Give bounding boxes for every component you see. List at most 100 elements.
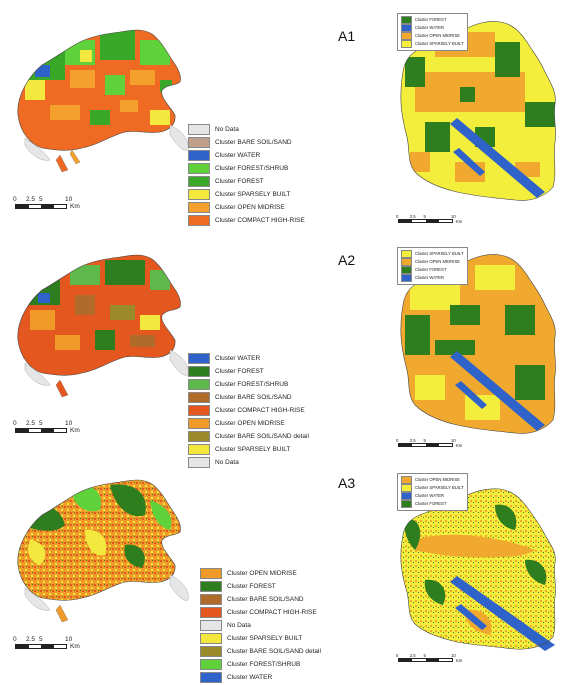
scale-tick-label: 5 bbox=[423, 653, 426, 658]
a2-panel-label: A2 bbox=[338, 252, 356, 268]
legend-label: Cluster WATER bbox=[415, 25, 445, 30]
scale-unit: Km bbox=[456, 658, 463, 663]
a1-left-grid bbox=[17, 30, 181, 151]
legend-label: No Data bbox=[215, 459, 239, 466]
legend-swatch bbox=[188, 379, 210, 390]
scale-tick-label: 0 bbox=[396, 438, 399, 443]
legend-label: Cluster COMPACT HIGH-RISE bbox=[215, 217, 305, 224]
legend-label: Cluster COMPACT HIGH-RISE bbox=[215, 407, 305, 414]
scale-tick-label: 2.5 bbox=[26, 196, 36, 203]
a3-right-legend: Cluster OPEN MIDRISE Cluster SPARSELY BUI… bbox=[397, 473, 468, 511]
a1-right-map bbox=[400, 20, 557, 201]
scale-tick-label: 5 bbox=[39, 636, 43, 643]
legend-item: Cluster FOREST/SHRUB bbox=[200, 659, 321, 670]
legend-item: Cluster WATER bbox=[401, 273, 464, 282]
legend-swatch bbox=[200, 659, 222, 670]
legend-item: Cluster SPARSELY BUILT bbox=[401, 39, 464, 48]
legend-swatch bbox=[401, 499, 412, 508]
legend-swatch bbox=[188, 137, 210, 148]
legend-swatch bbox=[188, 431, 210, 442]
legend-label: Cluster BARE SOIL/SAND bbox=[215, 139, 292, 146]
legend-label: Cluster FOREST bbox=[215, 368, 264, 375]
legend-item: Cluster SPARSELY BUILT bbox=[188, 444, 309, 455]
scale-tick-label: 10 bbox=[65, 196, 73, 203]
scale-tick-label: 10 bbox=[65, 636, 73, 643]
legend-swatch bbox=[401, 249, 412, 258]
legend-label: Cluster FOREST/SHRUB bbox=[227, 661, 301, 668]
legend-swatch bbox=[401, 491, 412, 500]
legend-swatch bbox=[200, 594, 222, 605]
scale-tick-label: 10 bbox=[65, 420, 73, 427]
a3-left-map bbox=[17, 479, 189, 623]
legend-item: Cluster FOREST bbox=[188, 366, 309, 377]
legend-swatch bbox=[188, 202, 210, 213]
scale-tick-label: 0 bbox=[396, 653, 399, 658]
scale-tick-label: 2.5 bbox=[26, 420, 36, 427]
a3-left-legend: Cluster OPEN MIDRISE Cluster FOREST Cluste… bbox=[200, 568, 321, 685]
legend-swatch bbox=[188, 418, 210, 429]
a2-left-legend: Cluster WATER Cluster FOREST Cluster FORES… bbox=[188, 353, 309, 470]
legend-swatch bbox=[401, 31, 412, 40]
legend-label: Cluster BARE SOIL/SAND detail bbox=[227, 648, 321, 655]
legend-swatch bbox=[401, 265, 412, 274]
legend-item: Cluster COMPACT HIGH-RISE bbox=[188, 215, 305, 226]
legend-swatch bbox=[188, 392, 210, 403]
legend-item: Cluster BARE SOIL/SAND detail bbox=[188, 431, 309, 442]
scale-tick-label: 5 bbox=[39, 196, 43, 203]
scale-bar bbox=[398, 219, 453, 223]
legend-item: Cluster COMPACT HIGH-RISE bbox=[188, 405, 309, 416]
legend-item: Cluster OPEN MIDRISE bbox=[200, 568, 321, 579]
legend-swatch bbox=[188, 176, 210, 187]
a3-left-scalebar: 0 2.5 5 10 Km bbox=[13, 636, 80, 650]
scale-tick-label: 0 bbox=[13, 196, 17, 203]
scale-unit: Km bbox=[456, 219, 463, 224]
scale-bar bbox=[15, 428, 67, 433]
legend-swatch bbox=[401, 257, 412, 266]
scale-bar bbox=[398, 443, 453, 447]
legend-swatch bbox=[188, 124, 210, 135]
legend-swatch bbox=[200, 633, 222, 644]
a3-panel-label: A3 bbox=[338, 475, 356, 491]
scale-unit: Km bbox=[70, 427, 80, 434]
legend-item: Cluster OPEN MIDRISE bbox=[401, 257, 464, 266]
legend-item: Cluster FOREST bbox=[188, 176, 305, 187]
a3-right-map bbox=[400, 488, 557, 651]
legend-item: No Data bbox=[188, 124, 305, 135]
legend-item: Cluster WATER bbox=[188, 150, 305, 161]
legend-swatch bbox=[188, 163, 210, 174]
a2-right-legend: Cluster SPARSELY BUILT Cluster OPEN MIDRI… bbox=[397, 247, 468, 285]
legend-item: Cluster OPEN MIDRISE bbox=[401, 31, 464, 40]
legend-swatch bbox=[188, 215, 210, 226]
a3-right-scalebar: 0 2.5 5 10 Km bbox=[396, 653, 462, 663]
legend-label: Cluster BARE SOIL/SAND bbox=[227, 596, 304, 603]
legend-label: Cluster SPARSELY BUILT bbox=[415, 485, 464, 490]
legend-item: Cluster FOREST bbox=[200, 581, 321, 592]
a2-right-scalebar: 0 2.5 5 10 Km bbox=[396, 438, 462, 448]
a2-left-grid bbox=[17, 255, 181, 376]
legend-label: Cluster WATER bbox=[415, 275, 445, 280]
scale-tick-label: 2.5 bbox=[409, 438, 416, 443]
legend-swatch bbox=[188, 189, 210, 200]
scale-tick-label: 5 bbox=[423, 214, 426, 219]
legend-label: Cluster WATER bbox=[415, 493, 445, 498]
legend-item: Cluster FOREST bbox=[401, 499, 464, 508]
scale-tick-label: 2.5 bbox=[409, 214, 416, 219]
legend-label: Cluster WATER bbox=[215, 355, 261, 362]
legend-item: Cluster OPEN MIDRISE bbox=[188, 202, 305, 213]
scale-tick-label: 0 bbox=[13, 420, 17, 427]
legend-item: Cluster OPEN MIDRISE bbox=[401, 475, 464, 484]
scale-bar bbox=[15, 644, 67, 649]
legend-item: Cluster BARE SOIL/SAND detail bbox=[200, 646, 321, 657]
legend-item: No Data bbox=[188, 457, 309, 468]
legend-swatch bbox=[401, 15, 412, 24]
legend-label: Cluster OPEN MIDRISE bbox=[415, 259, 460, 264]
a2-right-map bbox=[400, 253, 557, 434]
scale-tick-label: 10 bbox=[451, 438, 456, 443]
scale-tick-label: 5 bbox=[423, 438, 426, 443]
legend-item: Cluster WATER bbox=[200, 672, 321, 683]
legend-label: Cluster FOREST/SHRUB bbox=[215, 381, 289, 388]
legend-swatch bbox=[401, 23, 412, 32]
legend-item: Cluster OPEN MIDRISE bbox=[188, 418, 309, 429]
legend-item: No Data bbox=[200, 620, 321, 631]
legend-swatch bbox=[200, 568, 222, 579]
